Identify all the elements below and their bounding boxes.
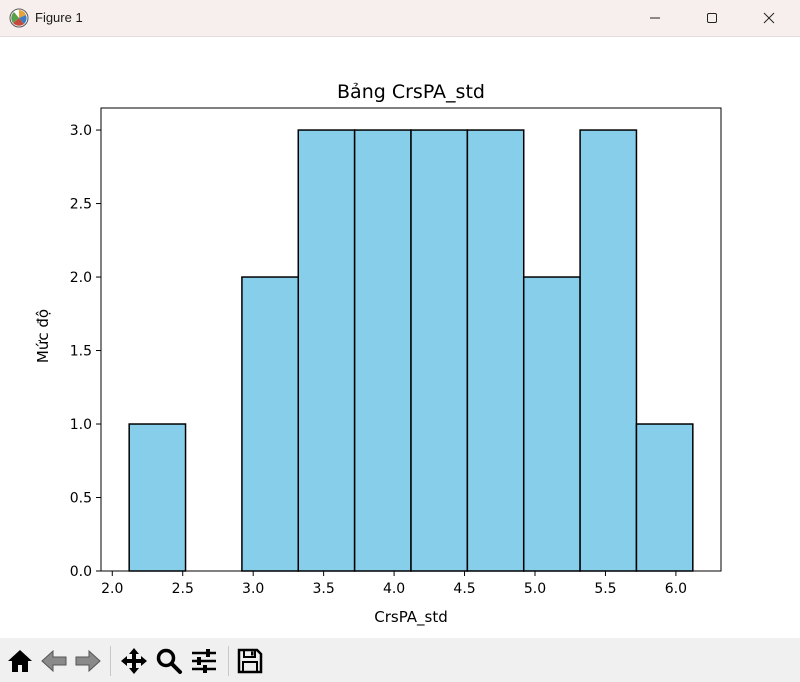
configure-subplots-button[interactable] [190,647,218,675]
close-icon [763,12,775,24]
histogram-bar [522,276,581,572]
histogram-bar [466,129,525,572]
x-tick-label: 4.0 [383,581,405,597]
y-tick-label: 0.0 [70,564,92,580]
minimize-icon [650,17,660,19]
histogram-bar [353,129,412,572]
histogram-chart[interactable]: Bảng CrsPA_std 2.0 2.5 3.0 3.5 4.0 4.5 5.0 5.5 6… [0,36,800,638]
bars-group [128,129,694,572]
axes-group: 2.0 2.5 3.0 3.5 4.0 4.5 5.0 5.5 6.0 0.0 0.5 1.0 1.5 2… [70,107,722,597]
x-tick-label: 3.0 [242,581,264,597]
histogram-bar [635,423,694,572]
toolbar-separator [110,646,111,676]
close-button[interactable] [746,0,792,36]
y-tick-label: 2.0 [70,270,92,286]
maximize-button[interactable] [689,0,735,36]
pan-button[interactable] [120,647,148,675]
forward-button[interactable] [74,647,102,675]
y-axis-label: Mức độ [34,309,52,363]
x-tick-label: 2.0 [101,581,123,597]
x-tick-label: 4.5 [453,581,475,597]
x-tick-label: 5.5 [594,581,616,597]
pan-move-icon [121,648,147,674]
y-tick-label: 2.5 [70,197,92,213]
zoom-button[interactable] [155,647,183,675]
matplotlib-icon [9,8,29,28]
y-tick-label: 1.0 [70,417,92,433]
save-floppy-icon [237,648,263,674]
histogram-bar [128,423,187,572]
window-title: Figure 1 [35,10,83,25]
back-button[interactable] [40,647,68,675]
home-icon [8,650,32,672]
y-tick-label: 3.0 [70,123,92,139]
histogram-bar [579,129,638,572]
toolbar-separator [228,646,229,676]
navigation-toolbar [0,638,800,682]
histogram-bar [241,276,300,572]
save-button[interactable] [236,647,264,675]
histogram-bar [410,129,469,572]
forward-arrow-icon [75,649,101,673]
y-tick-label: 0.5 [70,491,92,507]
chart-title: Bảng CrsPA_std [337,81,485,103]
configure-subplots-icon [192,649,216,673]
axes-frame [100,107,722,572]
zoom-magnifier-icon [156,648,182,674]
x-tick-label: 5.0 [524,581,546,597]
y-tick-label: 1.5 [70,344,92,360]
home-button[interactable] [6,647,34,675]
x-tick-label: 6.0 [665,581,687,597]
back-arrow-icon [41,649,67,673]
title-bar[interactable]: Figure 1 [0,0,800,37]
x-axis-label: CrsPA_std [374,608,448,627]
x-tick-label: 3.5 [313,581,335,597]
minimize-button[interactable] [632,0,678,36]
maximize-icon [707,13,717,23]
histogram-bar [297,129,356,572]
x-tick-label: 2.5 [172,581,194,597]
